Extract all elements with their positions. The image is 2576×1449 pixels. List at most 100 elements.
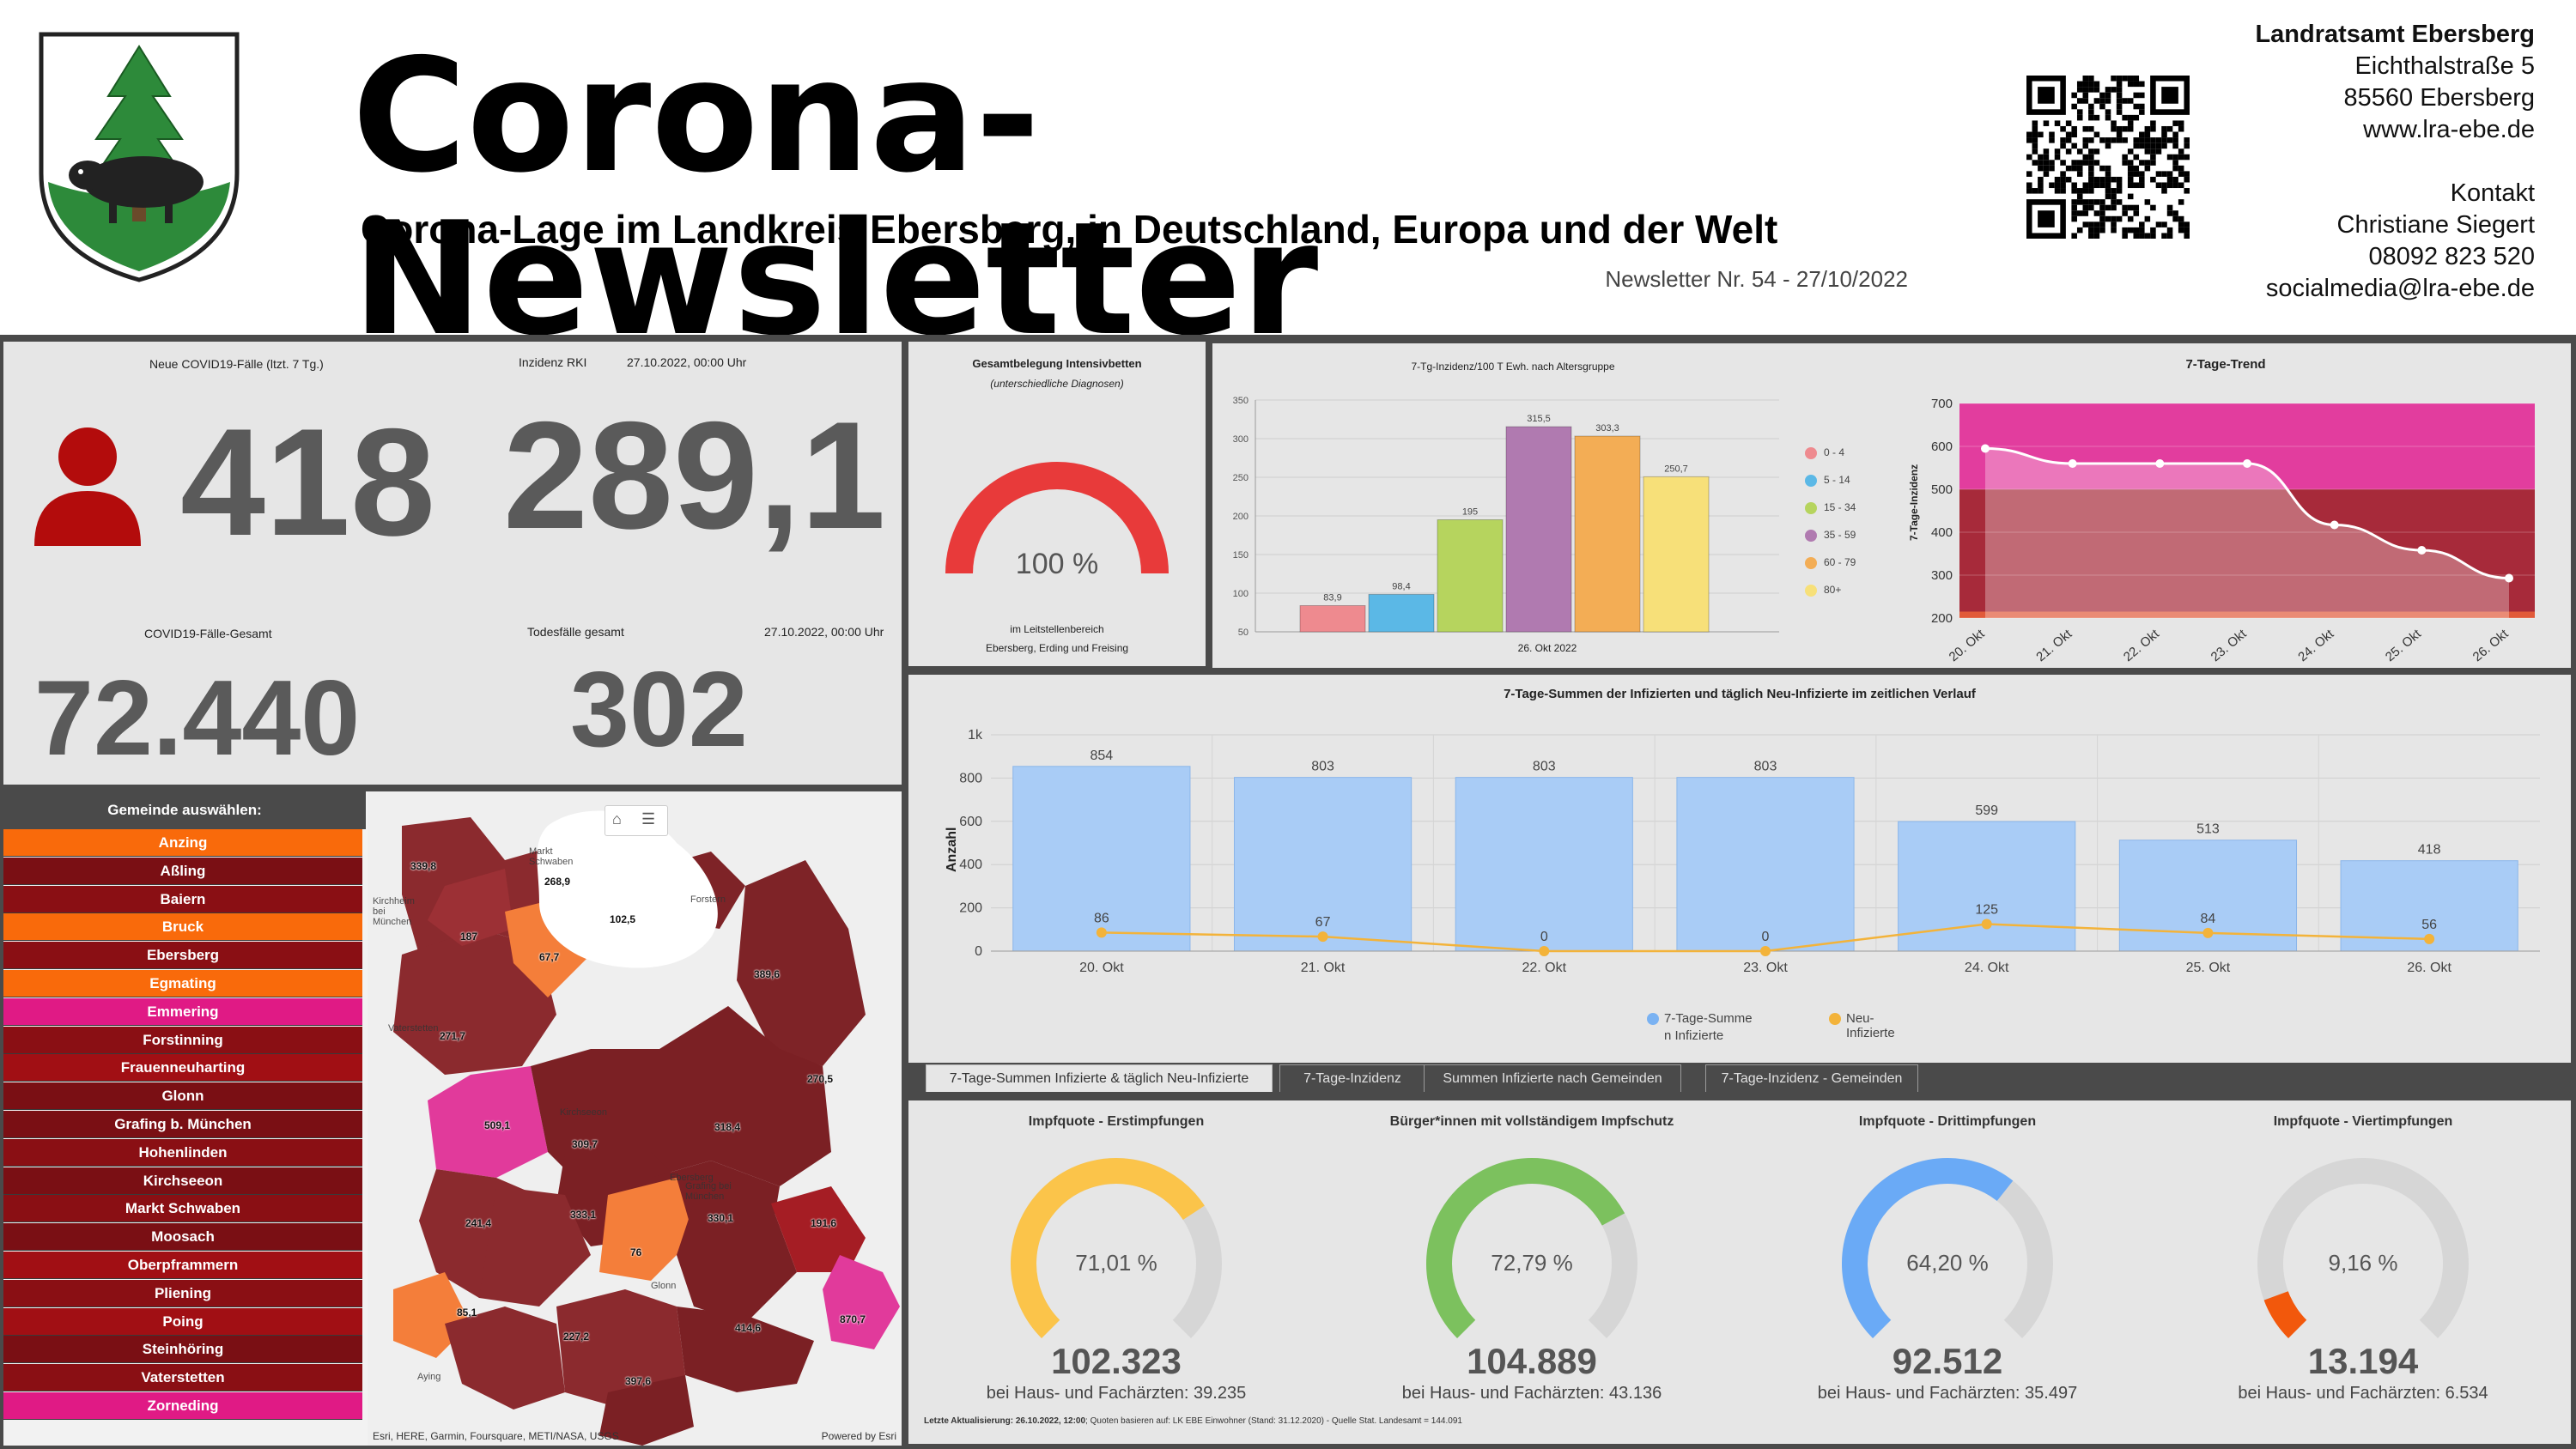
incidence-label: Inzidenz RKI [519, 355, 587, 369]
legend-new-dot [1829, 1013, 1841, 1025]
vaccination-count: 13.194 [2307, 1341, 2419, 1381]
new-infections-point[interactable] [1981, 919, 1992, 930]
trend-point[interactable] [1981, 444, 1990, 453]
age-bar[interactable] [1643, 476, 1710, 633]
trend-point[interactable] [2155, 459, 2165, 468]
legend-dot [1805, 529, 1817, 542]
sum-x-tick: 23. Okt [1743, 961, 1788, 975]
municipality-item[interactable]: Markt Schwaben [3, 1195, 362, 1223]
municipality-item[interactable]: Aßling [3, 857, 362, 885]
municipality-item[interactable]: Baiern [3, 885, 362, 913]
municipality-item[interactable]: Forstinning [3, 1026, 362, 1054]
municipality-item[interactable]: Vaterstetten [3, 1364, 362, 1392]
sum-x-tick: 21. Okt [1301, 961, 1346, 975]
contact-email-link[interactable]: socialmedia@lra-ebe.de [2265, 275, 2535, 302]
map-home-button[interactable]: ⌂ ☰ [605, 805, 668, 836]
vaccination-gauge-title: Impfquote - Viertimpfungen [2273, 1114, 2453, 1129]
age-y-tick: 100 [1233, 589, 1249, 599]
tab-sums-by-municipality[interactable]: Summen Infizierte nach Gemeinden [1424, 1064, 1681, 1092]
age-y-tick: 350 [1233, 396, 1249, 406]
municipality-item[interactable]: Frauenneuharting [3, 1054, 362, 1082]
map-value-label: 339,8 [410, 860, 437, 872]
new-infections-point[interactable] [2202, 927, 2214, 938]
age-legend-label: 5 - 14 [1824, 474, 1850, 486]
trend-y-tick: 300 [1931, 568, 1953, 583]
map-value-label: 333,1 [570, 1209, 597, 1221]
vaccination-gauge-card: Bürger*innen mit vollständigem Impfschut… [1324, 1100, 1740, 1418]
sum-bar[interactable] [1455, 777, 1633, 952]
new-infections-point[interactable] [1539, 946, 1550, 956]
age-legend-item[interactable]: 80+ [1805, 584, 1841, 597]
tab-sums-new-infections[interactable]: 7-Tage-Summen Infizierte & täglich Neu-I… [926, 1064, 1273, 1092]
new-infections-point[interactable] [1096, 927, 1107, 938]
municipality-item[interactable]: Bruck [3, 913, 362, 942]
new-infections-point[interactable] [2424, 933, 2435, 944]
age-bar[interactable] [1437, 519, 1504, 633]
age-bar[interactable] [1299, 604, 1366, 633]
new-infections-point[interactable] [1760, 946, 1771, 956]
age-bar-label: 83,9 [1323, 592, 1341, 603]
vaccination-footnote: Letzte Aktualisierung: 26.10.2022, 12:00… [924, 1416, 1462, 1426]
age-bar[interactable] [1368, 593, 1435, 633]
trend-point[interactable] [2505, 573, 2513, 583]
trend-point[interactable] [2068, 459, 2077, 468]
municipality-item[interactable]: Egmating [3, 970, 362, 997]
kpi-panel: Neue COVID19-Fälle (ltzt. 7 Tg.) Inziden… [3, 342, 902, 785]
municipality-item[interactable]: Glonn [3, 1082, 362, 1111]
vaccination-doctors-count: bei Haus- und Fachärzten: 39.235 [986, 1384, 1247, 1403]
vaccination-doctors-count: bei Haus- und Fachärzten: 6.534 [2238, 1384, 2488, 1403]
municipality-item[interactable]: Emmering [3, 997, 362, 1026]
age-y-tick: 200 [1233, 512, 1249, 522]
qr-code[interactable] [2026, 76, 2190, 239]
municipality-item[interactable]: Moosach [3, 1223, 362, 1252]
age-legend-item[interactable]: 0 - 4 [1805, 446, 1844, 459]
sum-bar[interactable] [1676, 777, 1855, 952]
municipality-item[interactable]: Ebersberg [3, 942, 362, 970]
sum-y-tick: 800 [959, 771, 982, 785]
tab-incidence-by-municipality[interactable]: 7-Tage-Inzidenz - Gemeinden [1705, 1064, 1918, 1092]
sum-bar[interactable] [1012, 766, 1191, 952]
municipality-item[interactable]: Zorneding [3, 1392, 362, 1420]
deaths-value: 302 [570, 651, 748, 769]
municipality-item[interactable]: Kirchseeon [3, 1167, 362, 1195]
municipality-item[interactable]: Steinhöring [3, 1336, 362, 1364]
age-legend-item[interactable]: 35 - 59 [1805, 529, 1856, 542]
age-legend-item[interactable]: 5 - 14 [1805, 474, 1850, 487]
trend-area [1985, 448, 2509, 618]
home-icon[interactable]: ⌂ [612, 810, 622, 828]
municipality-item[interactable]: Oberpframmern [3, 1252, 362, 1279]
municipality-item[interactable]: Anzing [3, 829, 362, 857]
list-icon[interactable]: ☰ [641, 810, 656, 828]
age-y-tick: 150 [1233, 550, 1249, 561]
age-bar[interactable] [1505, 426, 1572, 633]
trend-point[interactable] [2243, 459, 2251, 468]
municipality-item[interactable]: Poing [3, 1307, 362, 1336]
org-website-link[interactable]: www.lra-ebe.de [2363, 116, 2535, 143]
org-name: Landratsamt Ebersberg [2255, 21, 2535, 48]
vaccination-gauge-card: Impfquote - Drittimpfungen 64,20 % 92.512 b… [1740, 1100, 2155, 1418]
coat-of-arms-logo [36, 27, 242, 285]
sum-bar[interactable] [2340, 860, 2518, 952]
trend-point[interactable] [2417, 546, 2427, 555]
sum-chart[interactable]: 1k 800 600 400 200 0 854 20. Okt 803 21. Okt 803 22… [908, 709, 2571, 1001]
age-legend-item[interactable]: 15 - 34 [1805, 501, 1856, 514]
tab-7-day-incidence[interactable]: 7-Tage-Inzidenz [1279, 1064, 1425, 1092]
age-chart-xlabel: 26. Okt 2022 [1517, 642, 1577, 654]
trend-point[interactable] [2330, 520, 2339, 530]
age-bar[interactable] [1574, 435, 1641, 633]
municipality-item[interactable]: Pliening [3, 1279, 362, 1307]
legend-sum-dot [1647, 1013, 1659, 1025]
map-powered-by[interactable]: Powered by Esri [821, 1430, 896, 1442]
age-chart[interactable]: 350 300 250 200 150 100 50 83,9 98,4 195 315,5 303,… [1212, 374, 1796, 666]
sum-bar[interactable] [1898, 821, 2076, 952]
municipality-item[interactable]: Grafing b. München [3, 1111, 362, 1138]
new-infections-point[interactable] [1317, 931, 1328, 943]
age-legend-item[interactable]: 60 - 79 [1805, 556, 1856, 569]
trend-x-tick: 26. Okt [2470, 627, 2512, 665]
legend-dot [1805, 446, 1817, 459]
sum-bar[interactable] [1233, 777, 1413, 952]
map-view[interactable]: 339,8 268,9 102,5 187 67,7 389,6 271,7 270,5 509… [368, 791, 902, 1446]
municipality-item[interactable]: Hohenlinden [3, 1138, 362, 1167]
sum-chart-panel: 7-Tage-Summen der Infizierten und täglic… [908, 675, 2571, 1063]
